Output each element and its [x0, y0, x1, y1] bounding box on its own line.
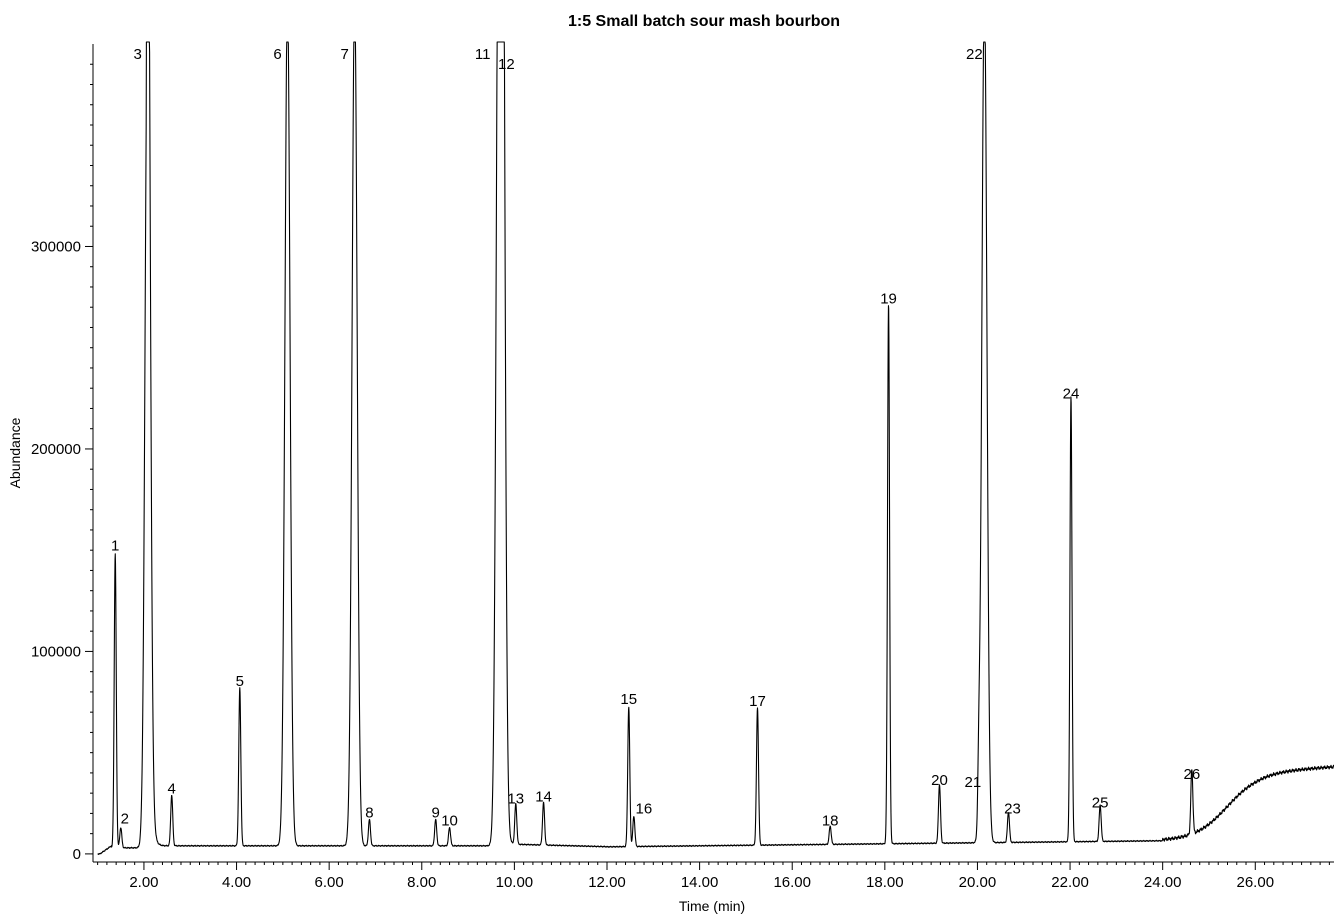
axes — [92, 44, 1334, 863]
x-axis-title: Time (min) — [679, 898, 745, 914]
x-tick-label: 12.00 — [588, 874, 626, 891]
x-tick-label: 2.00 — [129, 874, 158, 891]
y-minor-ticks — [90, 63, 93, 835]
peak-label: 3 — [133, 46, 141, 63]
x-tick-label: 6.00 — [315, 874, 344, 891]
x-tick-label: 22.00 — [1051, 874, 1089, 891]
peak-label: 19 — [880, 290, 897, 307]
peak-label: 25 — [1092, 794, 1109, 811]
x-tick-label: 8.00 — [407, 874, 436, 891]
x-tick-label: 26.00 — [1237, 874, 1275, 891]
x-tick-label: 18.00 — [866, 874, 904, 891]
peak-label: 11 — [475, 46, 491, 63]
x-tick-label: 14.00 — [681, 874, 719, 891]
x-minor-ticks — [97, 862, 1330, 865]
peak-label: 8 — [365, 805, 373, 822]
peak-label: 15 — [620, 691, 637, 708]
peak-label: 17 — [749, 693, 766, 710]
y-tick-label: 0 — [73, 846, 81, 863]
peak-label: 7 — [340, 46, 348, 63]
peak-label: 13 — [507, 790, 524, 807]
x-tick-label: 24.00 — [1144, 874, 1182, 891]
chromatogram-trace — [97, 41, 1334, 855]
peak-label: 20 — [931, 772, 948, 789]
y-ticks: 0 100000 200000 300000 — [31, 238, 93, 863]
peak-label: 5 — [236, 673, 244, 690]
y-tick-label: 200000 — [31, 441, 81, 458]
x-tick-label: 4.00 — [222, 874, 251, 891]
peak-label: 23 — [1004, 801, 1021, 818]
peak-label: 2 — [121, 811, 129, 828]
y-tick-label: 100000 — [31, 643, 81, 660]
y-tick-label: 300000 — [31, 238, 81, 255]
peak-label: 4 — [168, 780, 176, 797]
peak-label: 18 — [822, 813, 839, 830]
peak-label: 14 — [535, 788, 552, 805]
peak-label: 16 — [636, 801, 653, 818]
x-ticks: 2.00 4.00 6.00 8.00 10.00 12.00 14.00 16.00 18.0… — [129, 862, 1274, 891]
x-tick-label: 16.00 — [773, 874, 811, 891]
peak-label: 26 — [1183, 766, 1200, 783]
x-tick-label: 20.00 — [959, 874, 997, 891]
peak-label: 21 — [964, 774, 981, 791]
peak-label: 24 — [1063, 385, 1080, 402]
peak-label: 6 — [273, 46, 281, 63]
peak-label: 10 — [441, 813, 458, 830]
x-tick-label: 10.00 — [496, 874, 534, 891]
chart-title: 1:5 Small batch sour mash bourbon — [568, 13, 840, 30]
peak-label: 12 — [498, 56, 515, 73]
peak-label: 1 — [111, 537, 119, 554]
y-axis-title: Abundance — [7, 417, 23, 488]
peak-label: 9 — [431, 805, 439, 822]
peak-label: 22 — [966, 46, 983, 63]
